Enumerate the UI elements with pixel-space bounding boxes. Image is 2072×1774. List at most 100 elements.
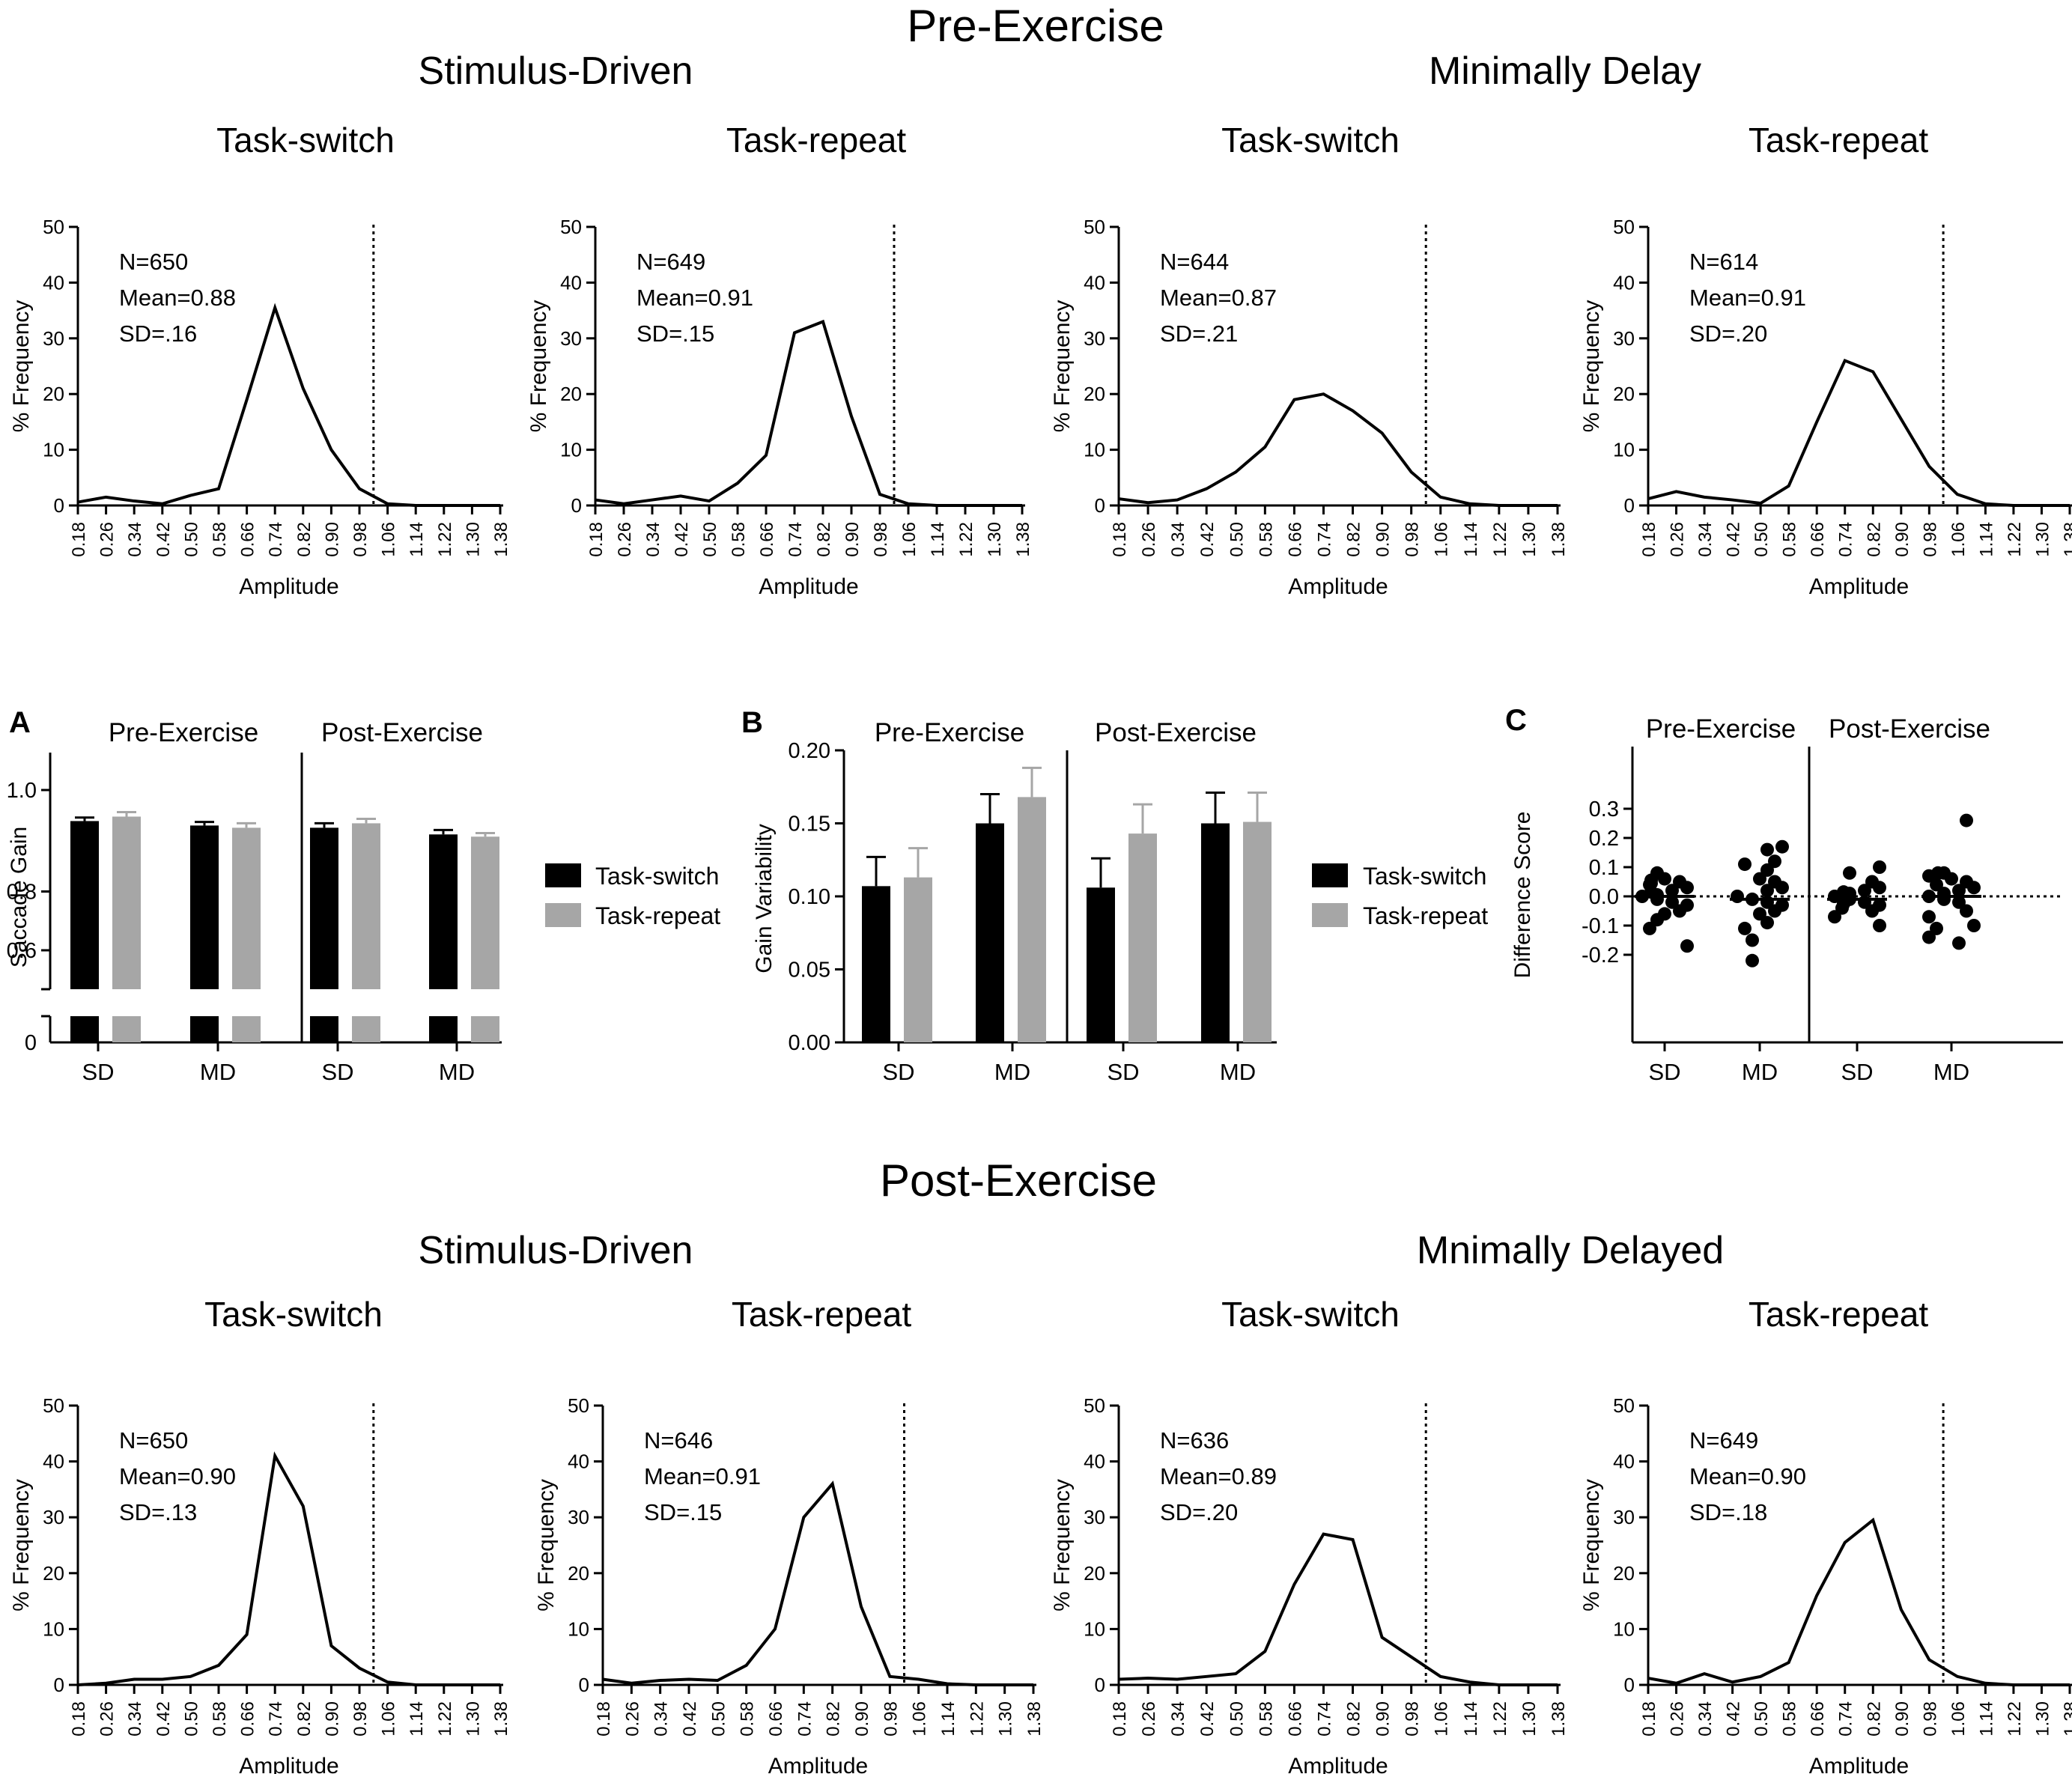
x-tick-label: SD	[82, 1059, 114, 1085]
section-label: Post-Exercise	[321, 718, 483, 747]
y-axis-title: % Frequency	[1050, 300, 1075, 433]
x-tick-label: 1.14	[407, 1701, 427, 1737]
pre-sd-task-switch-heading: Task-switch	[216, 121, 395, 160]
data-point	[1952, 895, 1966, 909]
stats-text: Mean=0.89	[1160, 1463, 1277, 1489]
x-tick-label: 0.18	[594, 1701, 614, 1737]
bar-base	[310, 1016, 338, 1042]
y-tick-label: 0	[1624, 494, 1635, 517]
x-tick-label: 0.90	[1892, 1701, 1913, 1737]
y-axis-title: % Frequency	[9, 1479, 34, 1612]
x-tick-label: 0.18	[69, 1701, 89, 1737]
x-tick-label: 0.50	[1752, 522, 1772, 557]
bar	[904, 877, 932, 1042]
x-tick-label: 0.18	[1639, 522, 1659, 557]
y-tick-label: 30	[560, 327, 582, 350]
x-tick-label: 1.38	[2061, 1701, 2072, 1737]
x-tick-label: 1.30	[463, 1701, 483, 1737]
data-point	[1930, 878, 1943, 892]
y-tick-label: 20	[43, 383, 64, 405]
y-tick-label: 0.05	[789, 959, 830, 982]
y-tick-label: 0.10	[789, 885, 830, 909]
y-tick-label: 30	[43, 1506, 64, 1528]
y-tick-label: -0.1	[1582, 914, 1619, 938]
data-point	[1738, 921, 1752, 935]
section-label: Pre-Exercise	[875, 718, 1024, 747]
data-point	[1967, 919, 1981, 932]
y-axis-title: Gain Variability	[752, 824, 777, 973]
x-tick-label: 0.42	[1724, 522, 1744, 557]
bar-base	[112, 1016, 141, 1042]
data-point	[1922, 910, 1936, 924]
x-axis-title: Amplitude	[239, 574, 338, 599]
x-tick-label: 0.98	[350, 1701, 371, 1737]
y-tick-label: 50	[1613, 1394, 1635, 1417]
x-tick-label: 0.34	[651, 1701, 672, 1737]
stats-text: SD=.20	[1160, 1499, 1238, 1525]
pre-stimulus-driven-heading: Stimulus-Driven	[418, 49, 693, 93]
bar-base	[70, 1016, 99, 1042]
y-tick-label: 50	[43, 1394, 64, 1417]
pre-md-task-switch-heading: Task-switch	[1221, 121, 1400, 160]
section-label: Post-Exercise	[1095, 718, 1257, 747]
x-tick-label: 0.90	[852, 1701, 872, 1737]
x-axis-title: Amplitude	[1288, 574, 1388, 599]
data-point	[1967, 881, 1981, 895]
frequency-line	[1118, 1532, 1558, 1686]
y-tick-label: 0	[1624, 1674, 1635, 1696]
y-axis-title: % Frequency	[1579, 1479, 1604, 1612]
y-tick-label: -0.2	[1582, 944, 1619, 968]
x-tick-label: 0.74	[1836, 522, 1856, 557]
bar	[1201, 823, 1230, 1042]
x-tick-label: MD	[994, 1059, 1030, 1085]
x-tick-label: 1.38	[1024, 1701, 1045, 1737]
y-axis-title: % Frequency	[526, 300, 551, 433]
stats-text: SD=.13	[119, 1499, 197, 1525]
x-tick-label: 1.14	[1976, 522, 1996, 557]
bar-base	[352, 1016, 380, 1042]
legend-swatch-task-switch	[1312, 863, 1348, 887]
x-tick-label: 0.82	[294, 1701, 315, 1737]
y-tick-label: 10	[1084, 439, 1105, 461]
x-tick-label: 0.66	[238, 1701, 258, 1737]
x-axis-title: Amplitude	[239, 1754, 338, 1774]
x-tick-label: 0.98	[1920, 1701, 1940, 1737]
x-axis-title: Amplitude	[768, 1754, 868, 1774]
pre-sd-task-repeat-heading: Task-repeat	[726, 121, 907, 160]
x-tick-label: 0.58	[210, 522, 230, 557]
x-tick-label: 0.26	[1668, 522, 1688, 557]
x-tick-label: 1.22	[2005, 522, 2025, 557]
x-tick-label: 0.26	[97, 522, 118, 557]
y-tick-label: 20	[1084, 383, 1105, 405]
x-tick-label: 0.50	[181, 522, 201, 557]
x-tick-label: MD	[1742, 1059, 1778, 1085]
x-tick-label: 0.34	[1695, 522, 1716, 557]
stats-text: Mean=0.91	[644, 1463, 761, 1489]
x-tick-label: 1.14	[1461, 1701, 1481, 1737]
x-tick-label: 1.06	[910, 1701, 930, 1737]
bar	[429, 834, 458, 989]
x-tick-label: 0.90	[1373, 522, 1394, 557]
post-sd-task-switch-heading: Task-switch	[204, 1295, 383, 1334]
x-tick-label: 1.30	[996, 1701, 1016, 1737]
panel-label: C	[1505, 704, 1527, 737]
y-tick-label: 40	[1613, 271, 1635, 294]
x-tick-label: SD	[321, 1059, 353, 1085]
x-tick-label: 0.26	[615, 522, 635, 557]
x-tick-label: SD	[1107, 1059, 1139, 1085]
stats-text: N=650	[119, 249, 188, 275]
stats-text: N=646	[644, 1427, 713, 1453]
x-tick-label: 0.82	[1344, 522, 1364, 557]
x-tick-label: 0.66	[1285, 1701, 1305, 1737]
stats-text: Mean=0.90	[1689, 1463, 1806, 1489]
x-tick-label: 0.18	[1110, 1701, 1130, 1737]
x-tick-label: 0.82	[1864, 522, 1884, 557]
post-stimulus-driven-heading: Stimulus-Driven	[418, 1229, 693, 1272]
data-point	[1843, 866, 1856, 880]
bar	[1243, 821, 1272, 1042]
x-tick-label: 0.98	[1920, 522, 1940, 557]
x-axis-title: Amplitude	[1809, 574, 1909, 599]
y-axis-title: % Frequency	[1579, 300, 1604, 433]
x-tick-label: 0.58	[738, 1701, 758, 1737]
